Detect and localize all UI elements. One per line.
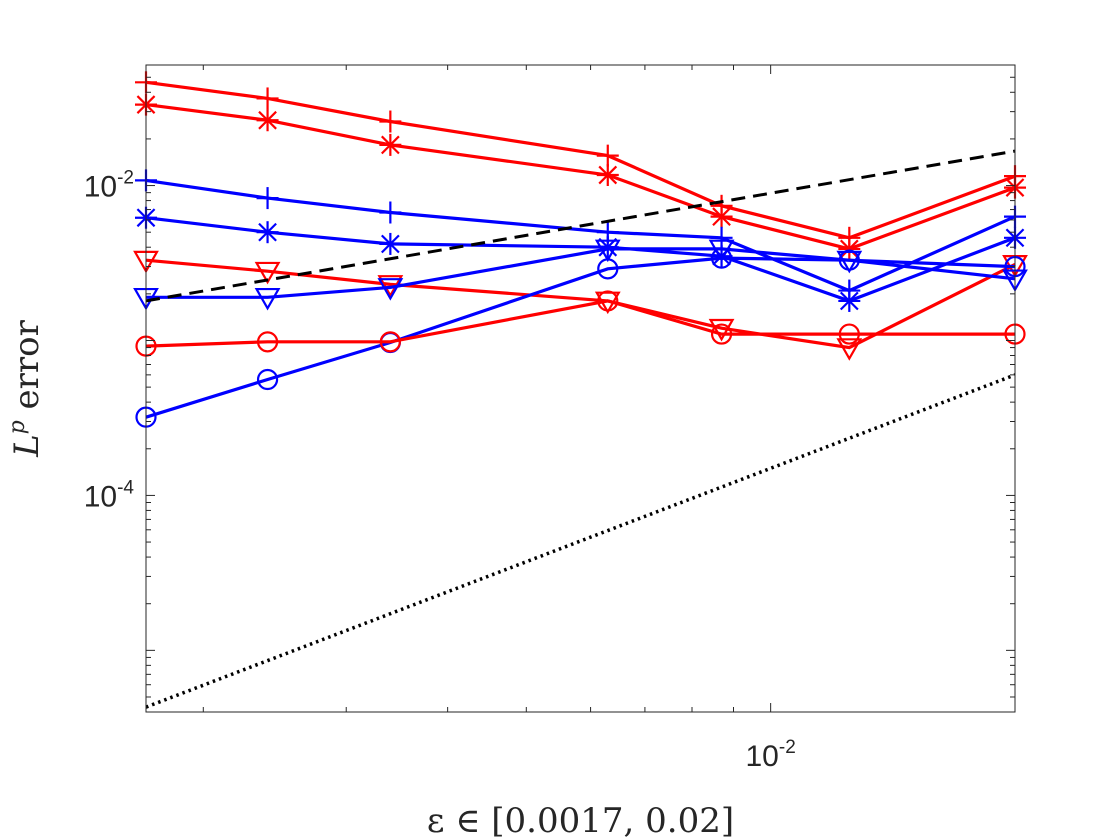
- y-tick-label-exp: -2: [117, 168, 134, 189]
- marker-circle: [710, 323, 733, 345]
- y-axis-label-sup: p: [5, 420, 30, 434]
- marker-circle: [597, 290, 619, 312]
- y-axis-label: Lp error: [5, 319, 47, 458]
- series-8: [135, 290, 1026, 357]
- series-line: [145, 80, 1016, 240]
- series-line: [145, 149, 1016, 303]
- y-tick-label: 10-2: [84, 168, 134, 204]
- minor-ticks: [146, 64, 1016, 713]
- tick-labels: 10-410-210-2: [84, 168, 796, 773]
- marker-star: [839, 239, 859, 259]
- series-10: [145, 373, 1016, 709]
- marker-triangle: [594, 239, 621, 263]
- marker-circle: [597, 258, 619, 280]
- marker-star: [712, 207, 731, 227]
- y-tick-label-exp: -4: [117, 477, 134, 498]
- marker-star: [380, 234, 400, 254]
- marker-circle: [710, 247, 733, 269]
- x-tick-label: 10-2: [746, 737, 796, 773]
- y-tick-label-base: 10: [84, 171, 117, 204]
- series-line: [145, 299, 1015, 348]
- marker-triangle: [836, 338, 863, 361]
- y-axis-label-base: L: [7, 434, 47, 458]
- marker-circle: [256, 331, 279, 353]
- series-line: [145, 256, 1016, 419]
- marker-triangle: [708, 318, 735, 342]
- marker-triangle: [254, 287, 281, 311]
- marker-triangle: [254, 261, 281, 285]
- plot-frame: [145, 64, 1016, 713]
- marker-circle: [838, 323, 860, 345]
- series-line: [145, 373, 1016, 709]
- marker-star: [258, 222, 277, 242]
- marker-circle: [256, 368, 279, 391]
- x-tick-label-exp: -2: [779, 737, 796, 758]
- marker-star: [839, 291, 859, 311]
- data-layer: [133, 71, 1028, 709]
- marker-circle: [379, 331, 401, 353]
- marker-circle: [838, 249, 860, 271]
- series-9: [145, 149, 1016, 303]
- x-axis-label: ε ∈ [0.0017, 0.02]: [427, 801, 734, 840]
- marker-star: [380, 135, 400, 155]
- y-tick-label: 10-4: [84, 477, 135, 513]
- y-axis-label-rest: error: [7, 319, 47, 420]
- marker-triangle: [377, 278, 404, 301]
- marker-star: [598, 165, 618, 185]
- series-7: [135, 247, 1026, 428]
- x-tick-label-base: 10: [746, 740, 779, 773]
- y-tick-label-base: 10: [84, 480, 117, 513]
- marker-star: [258, 110, 277, 130]
